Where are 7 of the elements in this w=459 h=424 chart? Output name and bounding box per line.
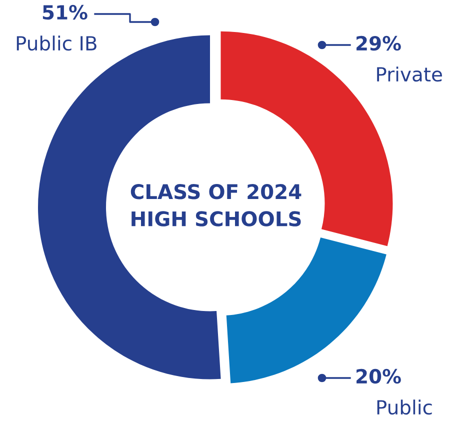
slice-label: Private [377, 66, 442, 82]
slice-label: Public IB [16, 36, 96, 51]
data-label: 20% [356, 368, 401, 384]
slice-label: Public [377, 400, 432, 415]
text: CLASS OF 2024 HIGH SCHOOLS [130, 184, 302, 226]
data-label: 29% [356, 36, 401, 51]
data-label: 51% [42, 4, 88, 20]
